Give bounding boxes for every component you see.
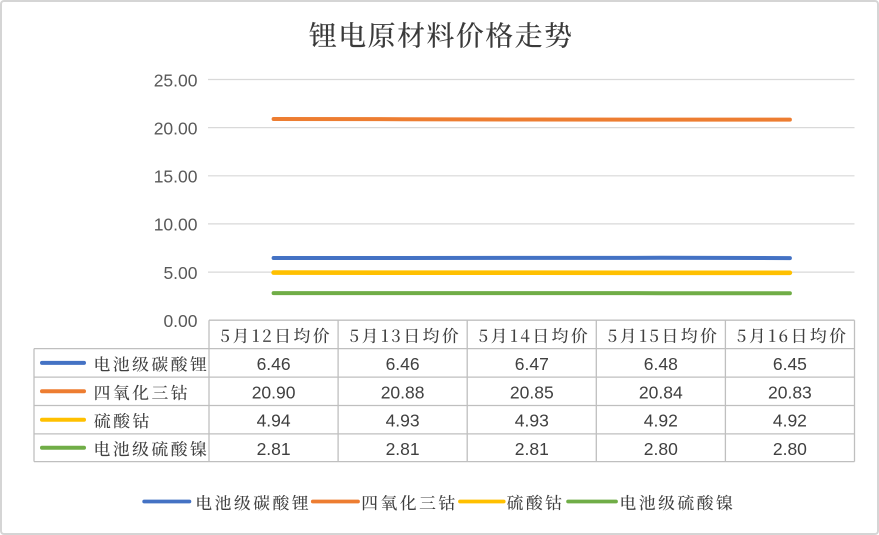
svg-text:20.85: 20.85 [510, 382, 554, 402]
svg-text:20.84: 20.84 [639, 382, 683, 402]
svg-text:4.93: 4.93 [386, 411, 420, 431]
svg-text:4.92: 4.92 [773, 411, 807, 431]
svg-text:2.81: 2.81 [515, 439, 549, 459]
svg-text:6.46: 6.46 [257, 354, 291, 374]
svg-text:5.00: 5.00 [163, 263, 197, 283]
svg-text:6.45: 6.45 [773, 354, 807, 374]
svg-text:4.94: 4.94 [257, 411, 291, 431]
svg-text:20.90: 20.90 [252, 382, 296, 402]
svg-text:6.48: 6.48 [644, 354, 678, 374]
svg-text:2.81: 2.81 [257, 439, 291, 459]
svg-text:4.93: 4.93 [515, 411, 549, 431]
svg-text:2.81: 2.81 [386, 439, 420, 459]
svg-text:20.83: 20.83 [768, 382, 812, 402]
svg-text:2.80: 2.80 [644, 439, 678, 459]
svg-text:4.92: 4.92 [644, 411, 678, 431]
svg-text:15.00: 15.00 [154, 167, 198, 187]
svg-text:6.47: 6.47 [515, 354, 549, 374]
svg-text:6.46: 6.46 [386, 354, 420, 374]
svg-text:25.00: 25.00 [154, 70, 198, 90]
svg-text:20.88: 20.88 [381, 382, 425, 402]
svg-text:10.00: 10.00 [154, 215, 198, 235]
svg-text:0.00: 0.00 [163, 311, 197, 331]
svg-text:2.80: 2.80 [773, 439, 807, 459]
svg-text:20.00: 20.00 [154, 118, 198, 138]
